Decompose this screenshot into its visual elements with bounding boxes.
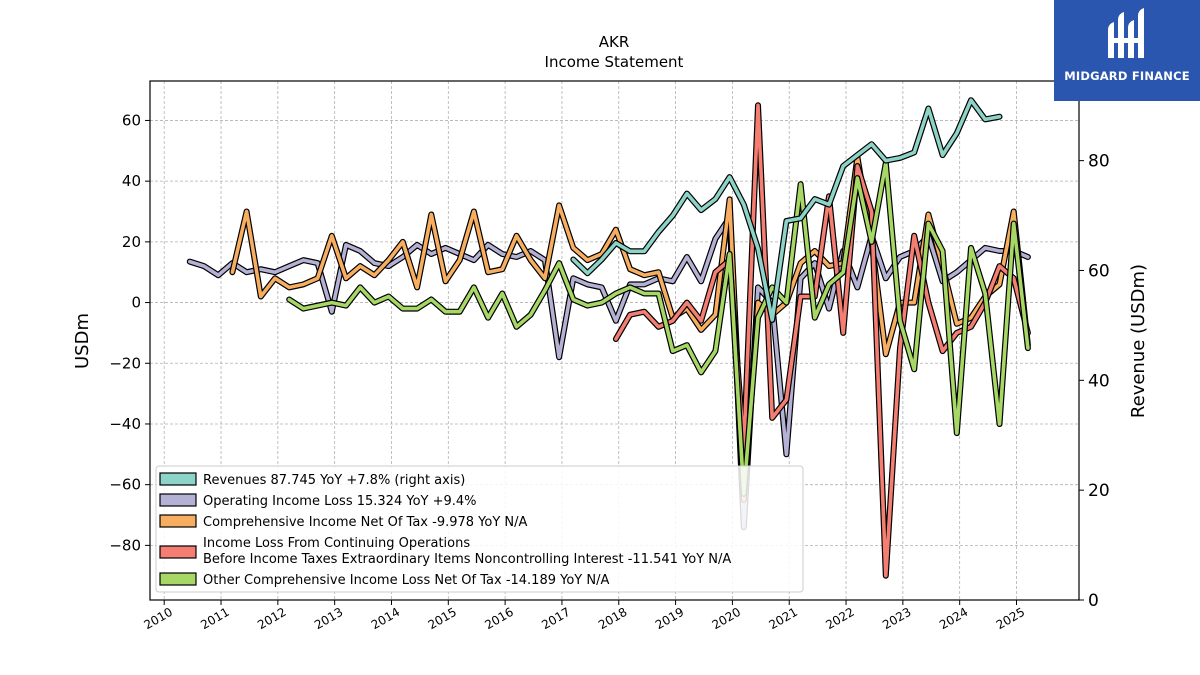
x-tick-label: 2024 [937,605,970,632]
chart-title: AKR [599,33,630,51]
legend-label-other-comprehensive: Other Comprehensive Income Loss Net Of T… [203,573,609,588]
x-tick-label: 2018 [596,605,629,632]
x-tick-label: 2016 [482,605,515,632]
legend-label-income-loss-line1: Income Loss From Continuing Operations [203,536,470,551]
series-line-comprehensive-income-net-of-tax [230,155,1030,502]
midgard-logo-icon [1108,8,1144,58]
x-tick-label: 2011 [198,605,231,632]
y-axis-label-left: USDm [72,313,93,369]
chart-subtitle: Income Statement [545,53,684,71]
x-tick-label: 2021 [766,605,799,632]
brand-logo: MIDGARD FINANCE [1054,0,1200,101]
y-tick-label-left: −20 [109,354,141,372]
series-line-revenues [571,98,1002,322]
x-tick-label: 2019 [653,605,686,632]
y-tick-label-right: 60 [1088,261,1110,281]
y-tick-label-left: −80 [109,536,141,554]
y-tick-label-right: 0 [1088,591,1099,611]
legend-swatch-revenues [159,472,197,486]
x-tick-label: 2020 [710,605,743,632]
legend-label-operating-income: Operating Income Loss 15.324 YoY +9.4% [203,494,477,509]
y-tick-label-left: 60 [122,111,141,129]
x-tick-label: 2017 [539,605,572,632]
plot-frame [149,80,1080,601]
y-axis-label-right: Revenue (USDm) [1128,264,1149,418]
series-outline-comprehensive-income-net-of-tax [229,153,1031,503]
x-tick-label: 2015 [426,605,459,632]
series-lines [186,97,1031,579]
legend-label-income-loss-line2: Before Income Taxes Extraordinary Items … [203,552,731,567]
y-tick-label-left: 40 [122,172,141,190]
x-tick-label: 2012 [255,605,288,632]
legend: Revenues 87.745 YoY +7.8% (right axis) O… [155,465,804,593]
y-tick-label-right: 80 [1088,152,1110,172]
y-tick-label-left: −60 [109,476,141,494]
x-tick-label: 2014 [369,605,402,632]
x-tick-label: 2023 [880,605,913,632]
series-line-other-comprehensive-income-loss-net-of-t [287,161,1030,496]
legend-label-comprehensive-income: Comprehensive Income Net Of Tax -9.978 Y… [203,515,528,530]
legend-swatch-operating-income [159,493,197,507]
legend-label-revenues: Revenues 87.745 YoY +7.8% (right axis) [203,473,465,488]
x-tick-label: 2013 [312,605,345,632]
x-tick-label: 2025 [994,605,1027,632]
y-tick-label-right: 40 [1088,371,1110,391]
x-tick-label: 2010 [141,605,174,632]
brand-name: MIDGARD FINANCE [1064,69,1190,83]
legend-swatch-comprehensive-income [159,514,197,528]
y-tick-label-left: 0 [131,294,141,312]
legend-swatch-income-loss-continuing [159,545,197,559]
y-tick-label-right: 20 [1088,481,1110,501]
legend-swatch-other-comprehensive [159,572,197,586]
x-tick-label: 2022 [823,605,856,632]
y-tick-label-left: −40 [109,415,141,433]
series-line-income-loss-from-continuing-operations-b [614,103,1030,578]
y-tick-label-left: 20 [122,233,141,251]
legend-box [155,465,804,593]
